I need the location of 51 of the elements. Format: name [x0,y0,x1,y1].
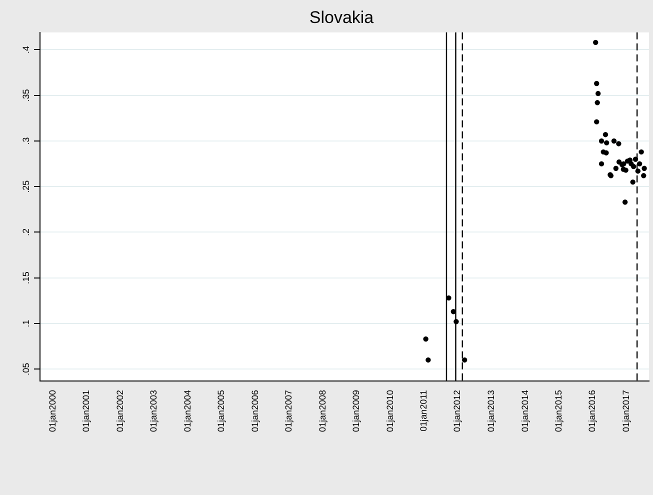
y-tick-label: .4 [20,46,31,54]
point [611,138,617,144]
x-tick-label: 01jan2013 [486,390,496,432]
y-tick-label: .05 [20,362,31,376]
y-tick-label: .25 [20,180,31,193]
point [638,149,644,155]
x-tick-label: 01jan2017 [621,390,632,432]
point [630,179,636,185]
chart-title: Slovakia [309,8,374,27]
point [604,150,609,156]
x-tick-label: 01jan2005 [216,390,226,432]
point [623,168,628,173]
y-tick-label: .3 [20,137,31,145]
point [594,80,600,86]
point [636,161,642,166]
x-tick-label: 01jan2014 [520,390,530,432]
x-tick-label: 01jan2002 [114,390,125,432]
point [423,336,428,342]
x-tick-label: 01jan2011 [418,390,429,432]
y-tick-label: .35 [20,89,31,102]
point [595,90,601,96]
point [426,357,431,363]
point [602,132,608,138]
x-tick-label: 01jan2006 [250,390,260,432]
x-tick-label: 01jan2010 [384,390,395,432]
x-tick-label: 01jan2008 [317,390,328,432]
point [622,200,628,205]
x-tick-label: 01jan2016 [587,390,598,432]
point [641,173,646,178]
point [594,119,600,124]
point [616,141,622,146]
point [593,40,598,46]
point [462,357,468,363]
point [613,166,619,171]
x-tick-label: 01jan2007 [284,390,294,432]
point [604,140,610,146]
x-tick-label: 01jan2009 [351,390,362,432]
x-tick-label: 01jan2012 [452,390,462,432]
y-tick-label: .2 [20,228,31,236]
y-tick-label: .1 [20,320,31,328]
point [642,166,647,171]
point [598,138,604,144]
point [598,161,604,166]
point [594,100,600,106]
x-tick-label: 01jan2000 [47,390,58,432]
x-tick-label: 01jan2001 [81,390,92,432]
x-tick-label: 01jan2004 [182,390,192,432]
x-tick-label: 01jan2003 [148,390,159,432]
x-tick-label: 01jan2015 [554,390,564,432]
y-tick-label: .15 [20,272,31,284]
point [630,164,636,170]
